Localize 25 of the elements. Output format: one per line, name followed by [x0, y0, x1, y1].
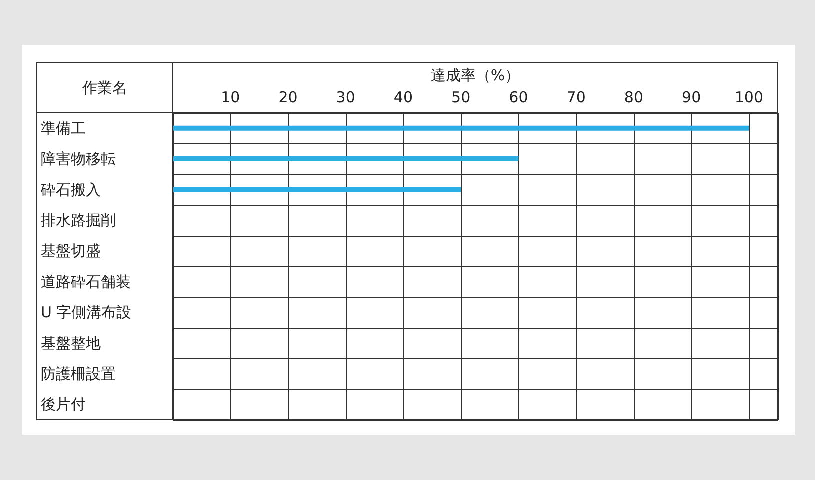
- bar: [173, 187, 462, 192]
- x-tick-label: 30: [336, 88, 356, 106]
- x-tick-label: 20: [278, 88, 298, 106]
- bar: [173, 126, 750, 131]
- y-tick-label: 基盤整地: [41, 334, 101, 352]
- y-tick-label: 砕石搬入: [40, 180, 101, 199]
- y-tick-label: 排水路掘削: [41, 211, 116, 230]
- y-tick-label: 後片付: [41, 396, 86, 414]
- y-axis-title: 作業名: [82, 79, 128, 97]
- y-tick-label: 基盤切盛: [41, 242, 101, 260]
- y-tick-label: 道路砕石舗装: [41, 272, 131, 291]
- y-tick-label: 障害物移転: [41, 150, 116, 168]
- x-tick-label: 70: [566, 88, 586, 106]
- y-tick-label: 準備工: [41, 119, 86, 138]
- y-tick-label: U 字側溝布設: [41, 304, 132, 322]
- bar: [173, 156, 519, 162]
- x-tick-label: 40: [394, 88, 414, 106]
- y-tick-label: 防護柵設置: [41, 364, 116, 383]
- x-tick-label: 10: [221, 88, 240, 106]
- x-tick-label: 80: [624, 88, 644, 106]
- x-tick-label: 100: [734, 88, 764, 106]
- x-tick-label: 60: [509, 88, 528, 106]
- x-axis-title: 達成率（%）: [430, 66, 520, 84]
- x-tick-label: 90: [682, 88, 702, 106]
- x-tick-label: 50: [452, 88, 471, 106]
